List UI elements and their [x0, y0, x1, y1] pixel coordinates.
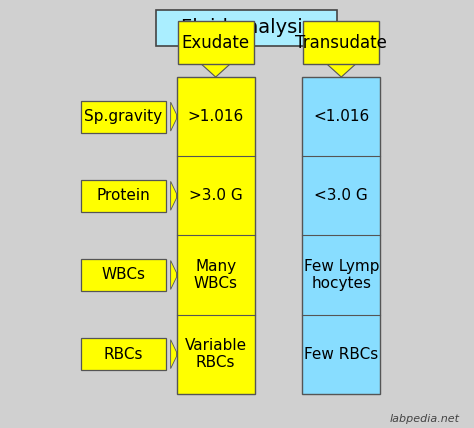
Text: >3.0 G: >3.0 G: [189, 188, 243, 203]
Text: Sp.gravity: Sp.gravity: [84, 109, 162, 124]
Bar: [178, 21, 254, 64]
Bar: [81, 180, 166, 212]
Bar: [81, 259, 166, 291]
Bar: [302, 77, 380, 394]
Text: labpedia.net: labpedia.net: [390, 414, 460, 424]
Polygon shape: [171, 181, 176, 210]
Polygon shape: [171, 102, 176, 131]
Bar: [156, 10, 337, 46]
Bar: [303, 21, 379, 64]
Bar: [81, 101, 166, 133]
Text: Many
WBCs: Many WBCs: [194, 259, 237, 291]
Text: Variable
RBCs: Variable RBCs: [184, 338, 247, 370]
Text: Fluid analysis: Fluid analysis: [181, 18, 312, 37]
Text: RBCs: RBCs: [103, 347, 143, 362]
Polygon shape: [201, 64, 230, 77]
Polygon shape: [327, 64, 356, 77]
Text: Few RBCs: Few RBCs: [304, 347, 378, 362]
Text: >1.016: >1.016: [188, 109, 244, 124]
Text: Protein: Protein: [96, 188, 150, 203]
Bar: [81, 338, 166, 370]
Text: WBCs: WBCs: [101, 268, 145, 282]
Text: Exudate: Exudate: [182, 34, 250, 52]
Text: <1.016: <1.016: [313, 109, 369, 124]
Bar: [176, 77, 255, 394]
Text: <3.0 G: <3.0 G: [314, 188, 368, 203]
Text: Few Lymp
hocytes: Few Lymp hocytes: [303, 259, 379, 291]
Polygon shape: [171, 340, 176, 369]
Polygon shape: [171, 261, 176, 289]
Text: Transudate: Transudate: [295, 34, 387, 52]
